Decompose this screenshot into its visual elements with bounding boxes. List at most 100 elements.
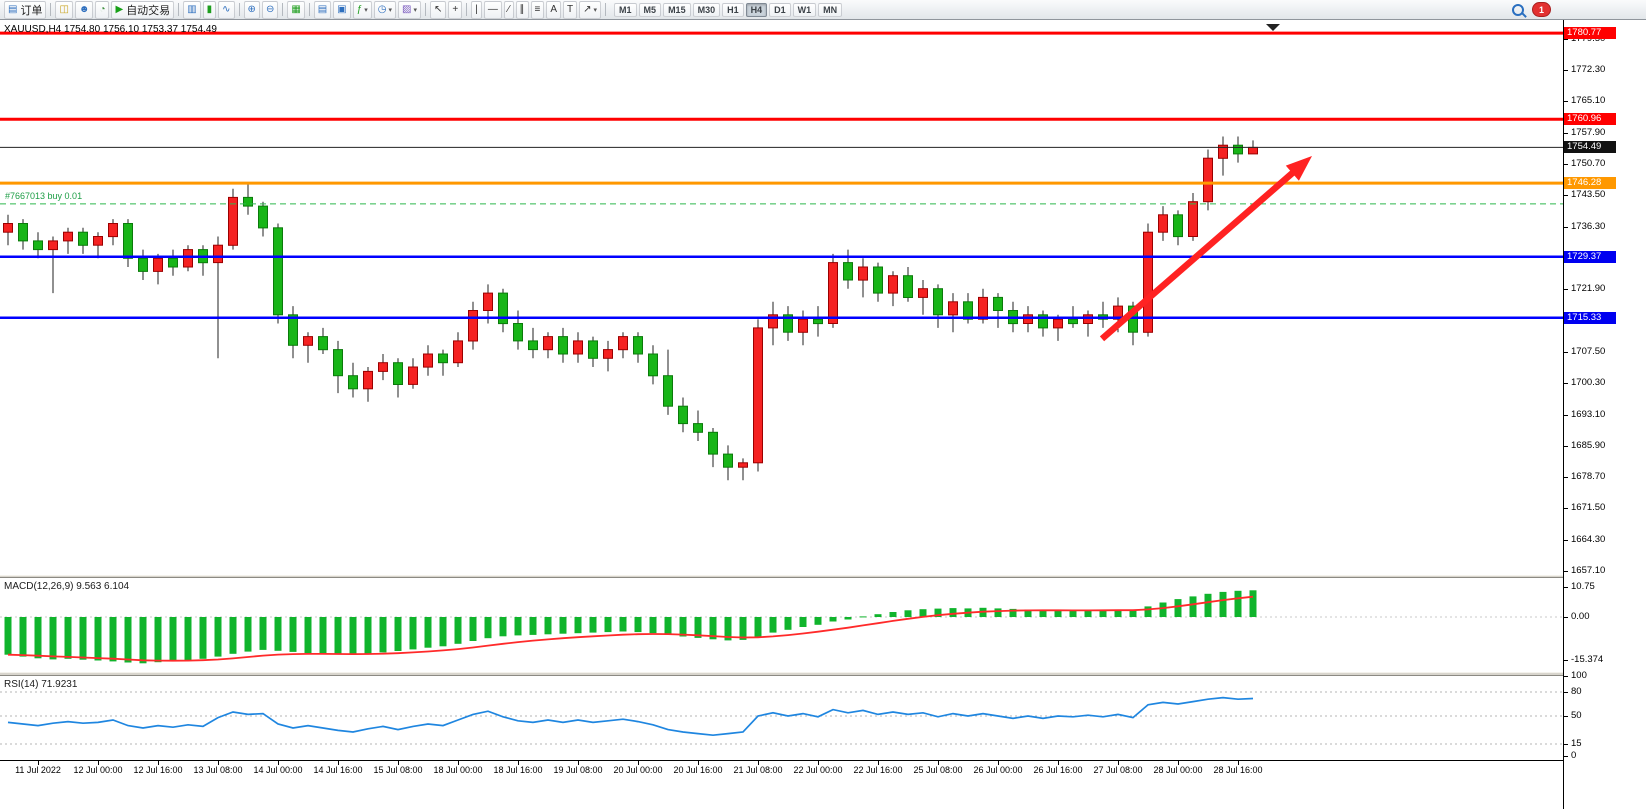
- timeframe-button-m30[interactable]: M30: [692, 2, 721, 17]
- toolbar-separator: [50, 3, 52, 16]
- price-axis-tick: 1750.70: [1564, 158, 1605, 169]
- time-axis-label: 20 Jul 16:00: [673, 765, 723, 775]
- text-label-icon[interactable]: T: [563, 0, 578, 19]
- time-axis-tickmark: [818, 761, 819, 765]
- autotrading-button[interactable]: ▶ 自动交易: [111, 0, 175, 19]
- time-axis[interactable]: 11 Jul 2022 12 Jul 00:00 12 Jul 16:00 13 Ju…: [0, 760, 1563, 809]
- price-chart-plot[interactable]: [0, 19, 1563, 575]
- time-axis-tickmark: [758, 761, 759, 765]
- autotrading-glyph: ▶: [115, 3, 124, 15]
- time-axis-label: 22 Jul 16:00: [853, 765, 903, 775]
- chart-profile-icon[interactable]: ◫: [55, 0, 73, 19]
- zoom-out-icon[interactable]: ⊖: [261, 0, 279, 19]
- chart-shift-marker[interactable]: [1266, 24, 1280, 31]
- search-icon[interactable]: [1512, 3, 1524, 16]
- zoom-in-icon[interactable]: ⊕: [243, 0, 260, 19]
- trend-arrow-annotation[interactable]: [1099, 156, 1312, 342]
- time-axis-tickmark: [1118, 761, 1119, 765]
- periods-icon-glyph: ◷: [377, 3, 387, 15]
- notification-badge[interactable]: 1: [1532, 2, 1551, 17]
- time-axis-label: 14 Jul 16:00: [313, 765, 363, 775]
- autotrading-button-label: 自动交易: [126, 4, 171, 17]
- fibonacci-icon[interactable]: ≡: [530, 0, 545, 19]
- time-axis-label: 22 Jul 00:00: [793, 765, 843, 775]
- timeframe-button-w1[interactable]: W1: [792, 2, 817, 17]
- timeframe-button-mn[interactable]: MN: [818, 2, 843, 17]
- toolbar-right: 1: [1512, 2, 1551, 17]
- new-order-button[interactable]: ▤ 订单: [4, 0, 47, 19]
- price-axis-tick: 1664.30: [1564, 534, 1605, 545]
- timeframe-button-h4[interactable]: H4: [745, 2, 768, 17]
- price-level-tag: 1780.77: [1564, 27, 1616, 40]
- text-icon[interactable]: A: [546, 0, 562, 19]
- tile-windows-icon[interactable]: ▦: [287, 0, 305, 19]
- time-axis-label: 12 Jul 16:00: [133, 765, 183, 775]
- candlestick-chart-icon[interactable]: ▮: [202, 0, 217, 19]
- cursor-icon[interactable]: ↖: [429, 0, 447, 19]
- rsi-axis-tick: 50: [1564, 711, 1582, 721]
- level-lines[interactable]: [0, 31, 1563, 320]
- macd-indicator-plot[interactable]: [0, 578, 1563, 672]
- timeframe-group: M1 M5 M15 M30 H1 H4 D1 W1 MN: [613, 2, 843, 17]
- candles-series: [3, 136, 1258, 481]
- price-axis-tick: 1678.70: [1564, 472, 1605, 482]
- price-axis-tick: 1757.90: [1564, 127, 1605, 138]
- data-window-icon[interactable]: ◔: [95, 0, 110, 19]
- bar-chart-icon[interactable]: ▥: [183, 0, 201, 19]
- time-axis-tickmark: [518, 761, 519, 765]
- tile-windows-icon-glyph: ▦: [291, 3, 301, 15]
- time-axis-label: 28 Jul 16:00: [1213, 765, 1263, 775]
- macd-label: MACD(12,26,9) 9.563 6.104: [4, 581, 130, 592]
- open-trade-label: #7667013 buy 0.01: [5, 190, 83, 201]
- text-icon-glyph: A: [550, 3, 558, 15]
- timeframe-button-m15[interactable]: M15: [663, 2, 691, 17]
- toolbar-separator: [282, 3, 284, 16]
- trendline-icon[interactable]: ∕: [503, 0, 514, 19]
- timeframe-button-m5[interactable]: M5: [638, 2, 662, 17]
- crosshair-icon[interactable]: +: [448, 0, 463, 19]
- timeframe-button-h1[interactable]: H1: [722, 2, 744, 17]
- templates-icon[interactable]: ▨ ▾: [398, 0, 421, 19]
- channel-icon-glyph: ∥: [519, 3, 525, 15]
- chevron-down-icon: ▾: [364, 6, 368, 14]
- time-axis-tickmark: [38, 761, 39, 765]
- market-watch-icon[interactable]: ☻: [74, 0, 94, 19]
- text-label-icon-glyph: T: [567, 3, 574, 15]
- arrows-icon[interactable]: ↗ ▾: [579, 0, 602, 19]
- price-axis-tick: 1707.50: [1564, 346, 1605, 357]
- auto-arrange-icon[interactable]: ▣: [333, 0, 351, 19]
- toolbar-separator: [605, 3, 607, 16]
- time-axis-label: 15 Jul 08:00: [373, 765, 423, 775]
- chart-window: XAUUSD,H4 1754.80 1756.10 1753.37 1754.4…: [0, 19, 1646, 809]
- indicators-icon[interactable]: ƒ ▾: [352, 0, 372, 19]
- arrange-charts-icon[interactable]: ▤: [313, 0, 332, 19]
- timeframe-button-d1[interactable]: D1: [769, 2, 791, 17]
- vertical-line-icon[interactable]: |: [471, 0, 482, 19]
- rsi-axis-tick: 15: [1564, 739, 1582, 749]
- rsi-axis-tick: 100: [1564, 671, 1587, 681]
- crosshair-icon-glyph: +: [452, 3, 459, 15]
- market-watch-icon-glyph: ☻: [78, 3, 90, 15]
- timeframe-button-m1[interactable]: M1: [614, 2, 637, 17]
- panel-separator[interactable]: [0, 672, 1646, 676]
- arrange-charts-icon-glyph: ▤: [317, 3, 328, 15]
- time-axis-tickmark: [878, 761, 879, 765]
- price-level-tag: 1715.33: [1564, 311, 1616, 324]
- chevron-down-icon: ▾: [413, 6, 417, 14]
- time-axis-tickmark: [338, 761, 339, 765]
- periods-icon[interactable]: ◷ ▾: [373, 0, 397, 19]
- new-order-glyph: ▤: [8, 3, 18, 15]
- price-scale[interactable]: 1779.501772.301765.101757.901750.701743.…: [1563, 19, 1646, 809]
- price-axis-tick: 1743.50: [1564, 190, 1605, 200]
- price-axis-tick: 1657.10: [1564, 566, 1605, 576]
- rsi-indicator-plot[interactable]: [0, 676, 1563, 760]
- line-chart-icon[interactable]: ∿: [218, 0, 235, 19]
- horizontal-line-icon[interactable]: —: [483, 0, 502, 19]
- time-axis-tickmark: [938, 761, 939, 765]
- channel-icon[interactable]: ∥: [515, 0, 529, 19]
- panel-separator[interactable]: [0, 575, 1646, 578]
- price-axis-tick: 1693.10: [1564, 409, 1605, 420]
- zoom-in-icon-glyph: ⊕: [247, 3, 256, 15]
- time-axis-label: 12 Jul 00:00: [73, 765, 123, 775]
- time-axis-tickmark: [578, 761, 579, 765]
